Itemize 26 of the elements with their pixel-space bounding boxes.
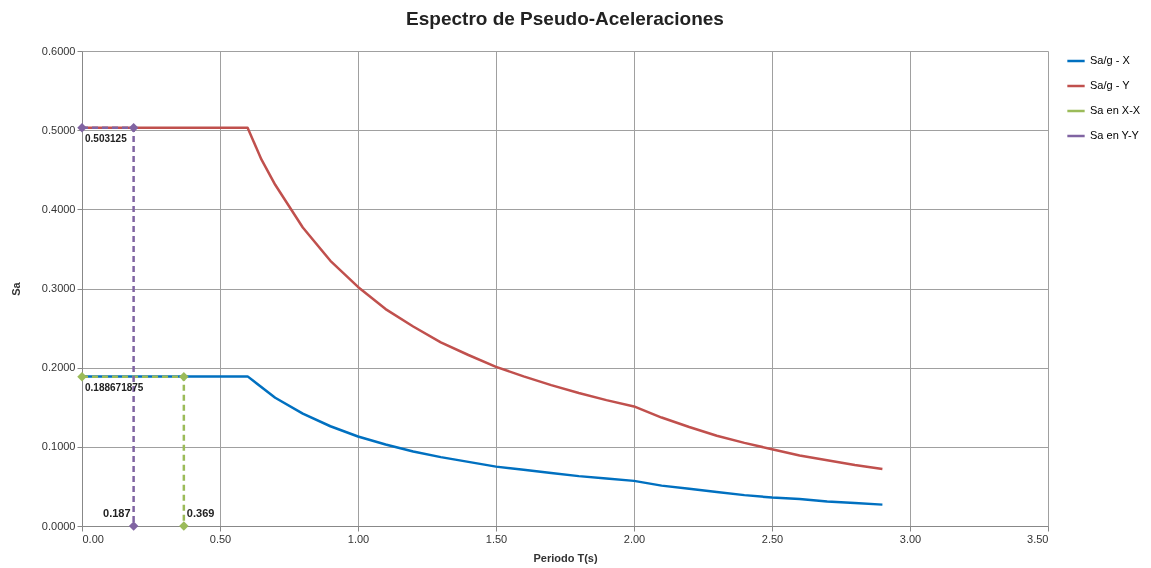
x-axis-title: Periodo T(s) [533,551,598,564]
legend-label: Sa en X-X [1090,104,1141,116]
x-tick-label: 3.50 [1027,532,1049,545]
y-tick-label: 0.4000 [41,202,76,215]
y-tick-label: 0.3000 [41,282,76,294]
x-tick-label: 2.50 [761,532,784,545]
y-tick-label: 0.5000 [41,123,76,136]
legend-label: Sa/g - Y [1090,79,1131,91]
x-tick-label: 2.00 [623,532,646,545]
y-axis-title: Sa [9,281,22,296]
y-tick-label: 0.1000 [41,440,76,453]
annotation: 0.188671875 [85,381,144,393]
annotation: 0.187 [103,507,131,519]
annotation: 0.369 [186,507,215,519]
legend-label: Sa/g - X [1090,54,1131,66]
x-tick-label: 0.00 [82,532,104,545]
x-tick-label: 1.00 [347,532,370,545]
x-tick-label: 3.00 [899,532,922,545]
y-tick-label: 0.6000 [41,44,76,57]
y-tick-label: 0.0000 [41,519,76,532]
chart-title: Espectro de Pseudo-Aceleraciones [406,8,724,29]
y-tick-label: 0.2000 [41,361,76,374]
x-tick-label: 1.50 [485,532,508,545]
annotation: 0.503125 [85,132,128,144]
x-tick-label: 0.50 [209,532,232,545]
legend-label: Sa en Y-Y [1090,129,1140,141]
